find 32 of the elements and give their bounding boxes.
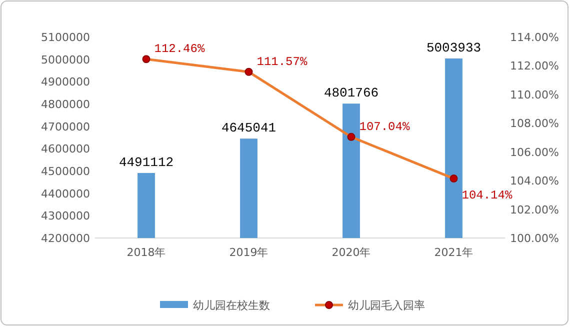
- x-tick-label: 2019年: [229, 246, 268, 259]
- y-tick-label: 5000000: [41, 53, 90, 66]
- y-tick-label: 5100000: [41, 31, 90, 44]
- data-label: 104.14%: [462, 188, 513, 203]
- y-tick-label: 4300000: [41, 210, 90, 223]
- y-tick-label: 4500000: [41, 165, 90, 178]
- y-tick-label: 4200000: [41, 232, 90, 245]
- data-label: 5003933: [426, 40, 482, 56]
- data-label: 4645041: [221, 120, 276, 136]
- data-label: 107.04%: [359, 120, 410, 134]
- y-tick-label: 4800000: [41, 98, 90, 111]
- x-tick-label: 2018年: [126, 246, 166, 259]
- y2-tick-label: 106.00%: [510, 146, 559, 159]
- y-tick-label: 4700000: [41, 120, 90, 134]
- y2-tick-label: 110.00%: [510, 88, 559, 102]
- y2-tick-label: 108.00%: [510, 117, 559, 130]
- y2-tick-label: 114.00%: [510, 31, 559, 44]
- y-tick-label: 4400000: [41, 187, 90, 200]
- x-tick-label: 2021年: [434, 246, 474, 259]
- data-label: 111.57%: [256, 54, 308, 69]
- x-tick-label: 2020年: [332, 246, 371, 259]
- y2-tick-label: 104.00%: [510, 174, 559, 188]
- y2-tick-label: 100.00%: [510, 232, 559, 245]
- data-label: 4801766: [324, 86, 379, 101]
- y2-tick-label: 112.00%: [510, 60, 559, 73]
- legend-label: 幼儿园毛入园率: [348, 299, 425, 312]
- data-label: 112.46%: [154, 42, 206, 56]
- y-tick-label: 4900000: [41, 76, 90, 89]
- y-tick-label: 4600000: [41, 142, 90, 156]
- data-label: 4491112: [118, 154, 174, 170]
- y2-tick-label: 102.00%: [510, 203, 559, 216]
- legend-label: 幼儿园在校生数: [193, 299, 270, 312]
